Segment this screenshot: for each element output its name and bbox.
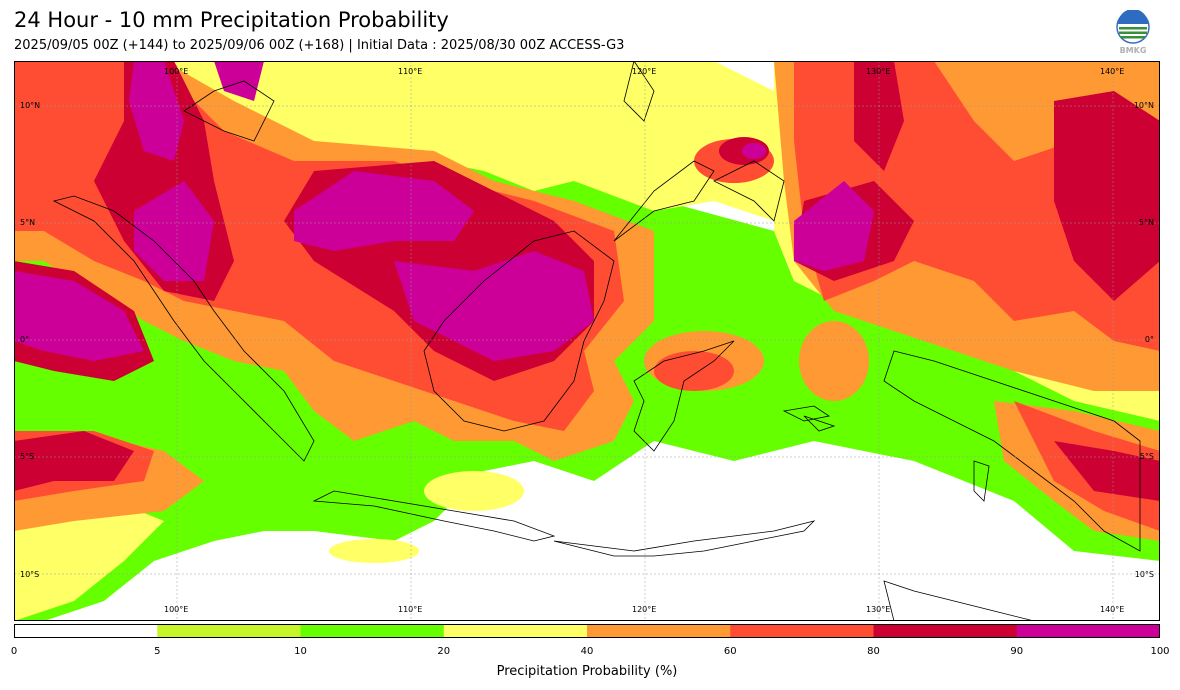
colorbar-segment: [443, 624, 588, 638]
lat-label-right: 0°: [1145, 335, 1154, 344]
lon-label-top: 110°E: [398, 67, 422, 76]
lon-label-bottom: 120°E: [632, 605, 656, 614]
gridlines: [14, 61, 1160, 621]
lat-label-right: 5°N: [1139, 218, 1154, 227]
colorbar-segment: [587, 624, 731, 638]
lon-label-top: 120°E: [632, 67, 656, 76]
probability-fields: [14, 61, 1160, 621]
colorbar-segment: [873, 624, 1018, 638]
map-frame: [14, 61, 1160, 621]
lon-label-top: 130°E: [866, 67, 890, 76]
lat-label-left: 0°: [20, 335, 29, 344]
colorbar-tick-label: 100: [1150, 646, 1170, 657]
lat-label-right: 10°N: [1134, 101, 1154, 110]
lon-label-top: 100°E: [164, 67, 188, 76]
colorbar-segment: [14, 624, 158, 638]
logo-text: BMKG: [1120, 46, 1147, 55]
precipitation-map: 100°E 110°E 120°E 130°E 140°E 100°E 110°…: [14, 61, 1160, 621]
chart-title: 24 Hour - 10 mm Precipitation Probabilit…: [14, 8, 449, 32]
colorbar-tick-label: 5: [154, 646, 161, 657]
coastlines: [52, 61, 1141, 621]
colorbar-segment: [300, 624, 445, 638]
colorbar-segment: [730, 624, 874, 638]
chart-subtitle: 2025/09/05 00Z (+144) to 2025/09/06 00Z …: [14, 38, 625, 53]
lat-label-left: 5°S: [20, 452, 34, 461]
lon-label-bottom: 140°E: [1100, 605, 1124, 614]
colorbar-label: Precipitation Probability (%): [496, 664, 678, 679]
colorbar-frame: [14, 624, 1160, 638]
lon-label-bottom: 100°E: [164, 605, 188, 614]
lat-label-left: 10°S: [20, 570, 39, 579]
lat-label-left: 5°N: [20, 218, 35, 227]
colorbar-tick-label: 0: [10, 646, 18, 657]
colorbar-tick-label: 40: [580, 646, 594, 657]
colorbar-tick-label: 10: [294, 646, 307, 657]
lat-label-right: 5°S: [1140, 452, 1154, 461]
colorbar: [14, 624, 1160, 638]
lat-label-left: 10°N: [20, 101, 40, 110]
lon-label-top: 140°E: [1100, 67, 1124, 76]
colorbar-segment: [157, 624, 301, 638]
bmkg-logo-icon: BMKG: [1116, 10, 1150, 55]
colorbar-tick-label: 60: [723, 646, 737, 657]
lon-label-bottom: 130°E: [866, 605, 890, 614]
lat-label-right: 10°S: [1135, 570, 1154, 579]
colorbar-tick-label: 80: [867, 646, 880, 657]
colorbar-tick-label: 20: [437, 646, 451, 657]
colorbar-segment: [1016, 624, 1160, 638]
colorbar-tick-label: 90: [1010, 646, 1024, 657]
lon-label-bottom: 110°E: [398, 605, 422, 614]
